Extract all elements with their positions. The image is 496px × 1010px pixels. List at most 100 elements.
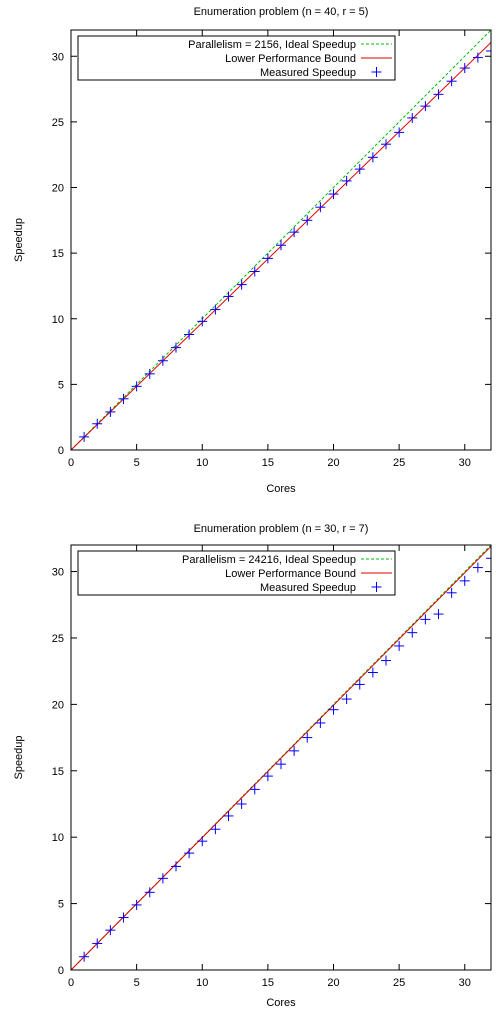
chart-title: Enumeration problem (n = 40, r = 5) — [194, 6, 369, 18]
legend-label: Lower Performance Bound — [225, 568, 356, 580]
y-tick-label: 0 — [58, 965, 64, 977]
data-point — [486, 46, 491, 56]
legend-label: Parallelism = 2156, Ideal Speedup — [188, 39, 356, 51]
chart-2: Enumeration problem (n = 30, r = 7) Cores… — [13, 523, 492, 1009]
x-tick-label: 10 — [196, 457, 208, 469]
data-point — [354, 164, 365, 175]
data-point — [184, 329, 195, 340]
x-tick-label: 15 — [262, 977, 274, 989]
legend-label: Measured Speedup — [260, 582, 356, 594]
plot-frame — [70, 29, 492, 451]
y-tick-label: 15 — [52, 248, 64, 260]
data-point — [144, 887, 155, 898]
x-axis-title: Cores — [266, 483, 296, 495]
data-point — [433, 89, 444, 100]
data-point — [381, 139, 391, 150]
data-point — [420, 614, 431, 625]
data-point — [289, 227, 300, 238]
chart-1: Enumeration problem (n = 40, r = 5) Cores… — [13, 6, 492, 495]
x-axis-title: Cores — [266, 997, 296, 1009]
x-tick-label: 30 — [459, 457, 471, 469]
data-point — [394, 640, 405, 651]
data-point — [171, 342, 181, 353]
data-point — [131, 899, 142, 910]
data-point — [459, 575, 470, 586]
data-point — [223, 810, 234, 821]
data-point — [157, 355, 168, 366]
data-point — [262, 771, 273, 782]
legend-box — [77, 550, 396, 596]
y-tick-label: 10 — [52, 832, 64, 844]
data-point — [315, 717, 326, 728]
x-tick-label: 25 — [393, 977, 405, 989]
data-point — [407, 627, 418, 638]
data-point — [328, 704, 339, 715]
data-point — [92, 938, 103, 949]
data-point — [289, 745, 300, 756]
plot-area — [71, 545, 491, 970]
data-point — [157, 873, 168, 884]
x-tick-label: 5 — [134, 457, 140, 469]
data-point — [184, 848, 195, 859]
data-point — [79, 951, 90, 962]
y-axis-title: Speedup — [13, 218, 25, 262]
data-point — [367, 152, 378, 163]
data-point — [105, 925, 116, 936]
x-tick-label: 25 — [393, 457, 405, 469]
plot-frame — [70, 544, 492, 971]
y-tick-label: 0 — [58, 445, 64, 457]
data-point — [420, 101, 431, 112]
x-tick-label: 30 — [459, 977, 471, 989]
x-tick-label: 5 — [134, 977, 140, 989]
data-point — [302, 732, 313, 743]
x-tick-label: 10 — [196, 977, 208, 989]
data-point — [236, 798, 247, 809]
data-point — [433, 609, 444, 620]
legend: Parallelism = 24216, Ideal Speedup Lower … — [77, 550, 396, 596]
y-tick-label: 15 — [52, 766, 64, 778]
data-point — [276, 759, 286, 770]
data-point — [341, 694, 352, 705]
data-point — [486, 553, 491, 564]
data-point — [92, 418, 103, 429]
y-tick-label: 20 — [52, 183, 64, 195]
data-point — [210, 304, 221, 315]
data-point — [171, 861, 181, 872]
legend: Parallelism = 2156, Ideal Speedup Lower P… — [77, 35, 396, 81]
y-axis-title: Speedup — [13, 735, 25, 779]
data-point — [249, 266, 260, 277]
legend-label: Measured Speedup — [260, 67, 356, 79]
x-tick-label: 20 — [327, 457, 339, 469]
y-tick-label: 25 — [52, 633, 64, 645]
data-point — [79, 431, 90, 442]
chart-title: Enumeration problem (n = 30, r = 7) — [194, 523, 369, 535]
data-point — [105, 406, 116, 417]
data-point — [131, 381, 142, 392]
data-point — [197, 836, 208, 847]
data-point — [262, 253, 273, 264]
data-point — [328, 189, 339, 200]
legend-label: Parallelism = 24216, Ideal Speedup — [182, 554, 356, 566]
x-tick-label: 0 — [68, 457, 74, 469]
data-point — [223, 291, 234, 302]
x-tick-label: 0 — [68, 977, 74, 989]
y-tick-label: 5 — [58, 379, 64, 391]
series-line-1 — [71, 545, 491, 970]
series-line-1 — [71, 30, 491, 450]
data-point — [249, 784, 260, 795]
data-point — [315, 202, 326, 213]
data-point — [394, 127, 405, 138]
y-tick-label: 5 — [58, 899, 64, 911]
y-tick-label: 10 — [52, 314, 64, 326]
plot-area — [71, 30, 491, 450]
data-point — [144, 368, 155, 379]
data-point — [446, 587, 457, 598]
data-point — [407, 112, 418, 123]
data-point — [381, 655, 391, 666]
data-point — [354, 679, 365, 690]
data-point — [459, 63, 470, 74]
data-point — [472, 562, 483, 573]
data-point — [236, 279, 247, 290]
